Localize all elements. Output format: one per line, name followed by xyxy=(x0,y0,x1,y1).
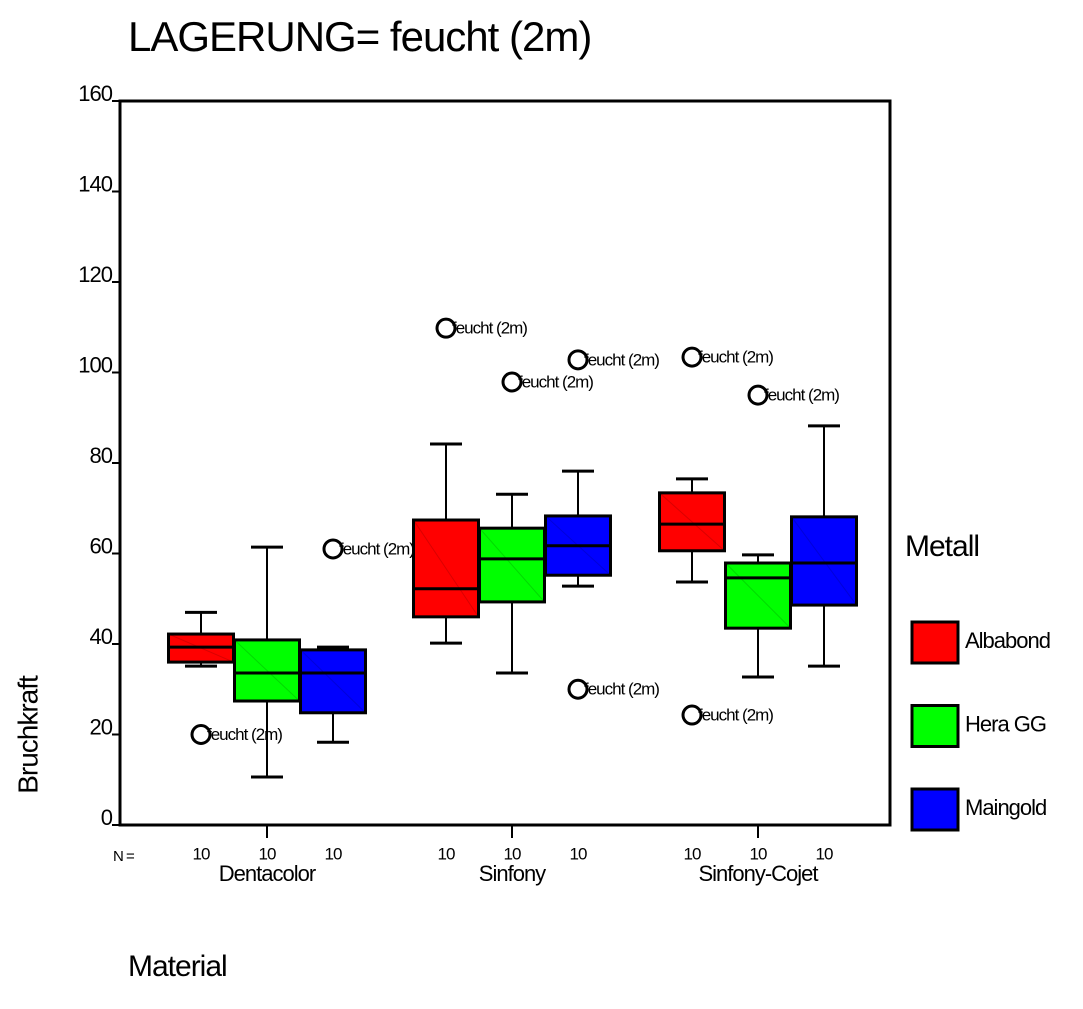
n-label: N = xyxy=(113,848,135,865)
box-shade xyxy=(413,519,479,618)
y-tick-label: 160 xyxy=(78,81,112,106)
legend-title: Metall xyxy=(905,530,979,563)
outlier-label: feucht (2m) xyxy=(584,680,659,699)
box xyxy=(658,491,726,553)
outlier-label: feucht (2m) xyxy=(584,350,659,369)
y-tick-label: 100 xyxy=(78,352,112,377)
n-count: 10 xyxy=(438,844,455,863)
x-axis-label: Material xyxy=(128,950,227,983)
outlier-label: feucht (2m) xyxy=(452,319,527,338)
legend-swatch xyxy=(910,620,960,665)
outlier-label: feucht (2m) xyxy=(518,372,593,391)
box-shade xyxy=(234,639,300,702)
outlier-label: feucht (2m) xyxy=(207,725,282,744)
y-tick-label: 140 xyxy=(78,171,112,196)
plot-frame xyxy=(118,99,892,827)
outlier-label: feucht (2m) xyxy=(698,706,773,725)
box-shade xyxy=(300,649,366,714)
outlier xyxy=(501,371,523,393)
legend-label: Maingold xyxy=(965,795,1046,820)
y-tick-label: 20 xyxy=(90,714,113,739)
legend-label: Albabond xyxy=(965,628,1050,653)
legend-label: Hera GG xyxy=(965,711,1046,736)
outlier xyxy=(190,724,212,745)
outlier-label: feucht (2m) xyxy=(698,348,773,367)
outlier-label: feucht (2m) xyxy=(764,386,839,405)
n-count: 10 xyxy=(750,844,767,863)
x-tick-label: Sinfony xyxy=(479,861,546,886)
outlier xyxy=(435,317,457,339)
outlier xyxy=(567,678,589,700)
n-count: 10 xyxy=(259,844,276,863)
legend-swatch xyxy=(910,787,960,832)
box xyxy=(724,561,792,630)
n-count: 10 xyxy=(504,844,521,863)
outlier xyxy=(681,346,703,368)
outlier xyxy=(567,349,589,371)
n-count: 10 xyxy=(684,844,701,863)
outlier-label: feucht (2m) xyxy=(339,539,414,558)
n-count: 10 xyxy=(325,844,342,863)
box-shade xyxy=(791,516,857,606)
n-count: 10 xyxy=(816,844,833,863)
n-count: 10 xyxy=(193,844,210,863)
outlier xyxy=(747,384,769,406)
n-count: 10 xyxy=(570,844,587,863)
y-axis-label: Bruchkraft xyxy=(12,675,43,794)
y-tick-label: 60 xyxy=(90,533,113,558)
y-tick-label: 40 xyxy=(90,624,113,649)
box xyxy=(790,515,858,607)
box-shade xyxy=(725,562,791,629)
box xyxy=(299,648,367,715)
y-tick-label: 120 xyxy=(78,262,112,287)
box-shade xyxy=(479,527,545,603)
y-tick-label: 80 xyxy=(90,443,113,468)
x-tick-label: Dentacolor xyxy=(219,861,316,886)
outlier xyxy=(681,704,703,726)
box xyxy=(233,638,301,703)
x-tick-label: Sinfony-Cojet xyxy=(698,861,818,886)
chart-title: LAGERUNG= feucht (2m) xyxy=(128,13,591,60)
outlier xyxy=(322,538,344,560)
box-shade xyxy=(659,492,725,552)
y-tick-label: 0 xyxy=(101,805,113,830)
legend-swatch xyxy=(910,704,960,748)
